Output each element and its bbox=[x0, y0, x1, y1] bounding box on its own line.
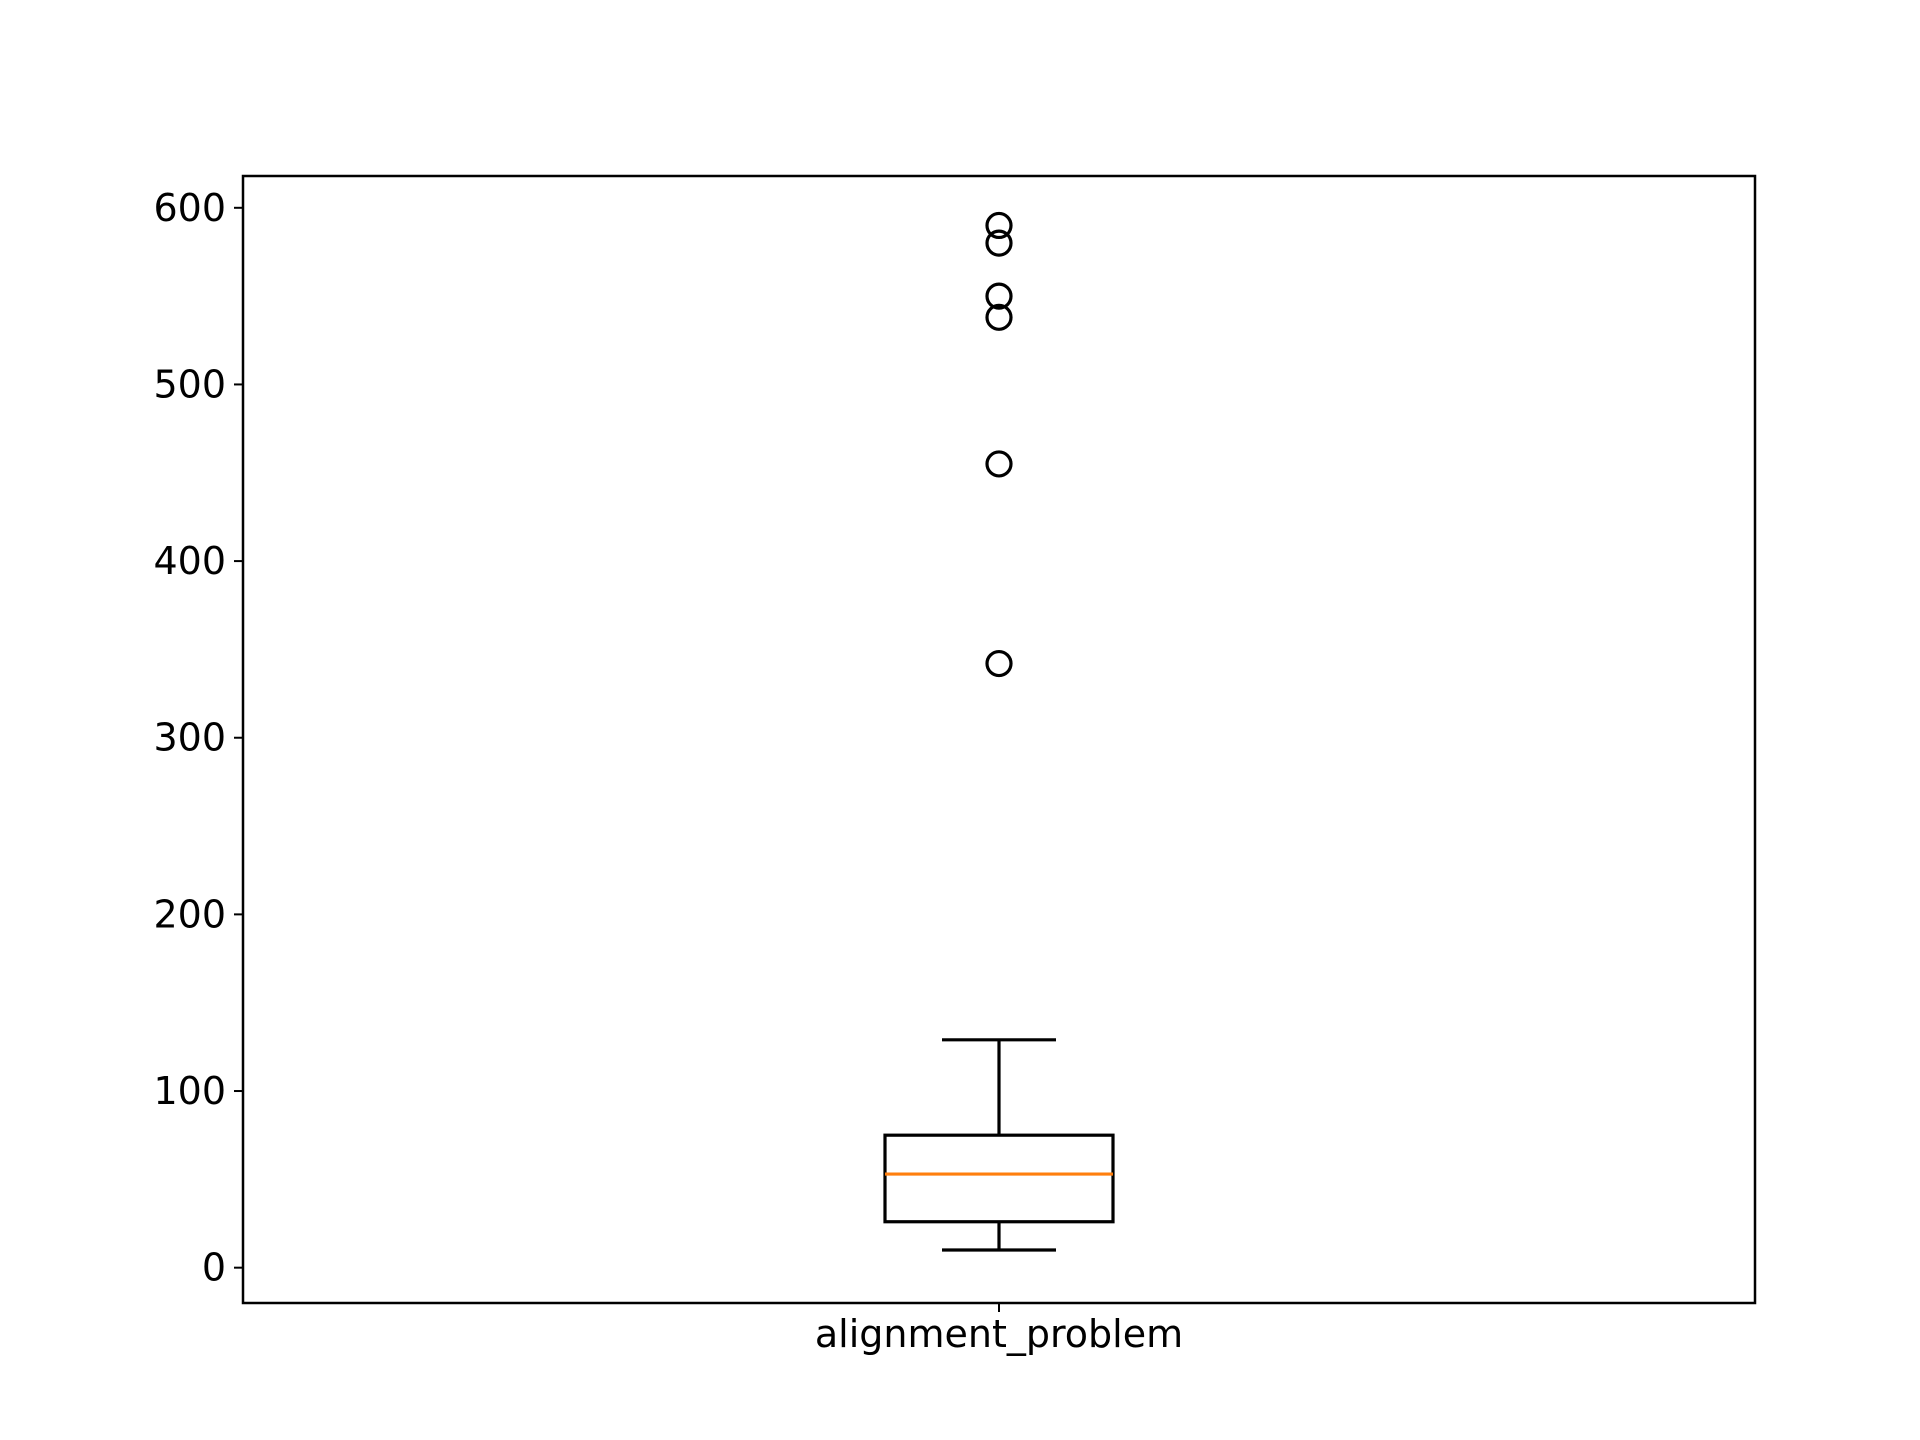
y-tick-label: 100 bbox=[153, 1069, 226, 1113]
x-tick-label: alignment_problem bbox=[815, 1312, 1183, 1356]
y-tick-label: 600 bbox=[153, 186, 226, 230]
outlier-point bbox=[985, 282, 1013, 310]
y-tick-label: 0 bbox=[202, 1246, 226, 1290]
plot-area bbox=[883, 211, 1115, 1252]
outlier-point bbox=[985, 303, 1013, 331]
outlier-point bbox=[985, 450, 1013, 478]
outlier-point bbox=[985, 229, 1013, 257]
outlier-point bbox=[985, 211, 1013, 240]
y-tick-label: 300 bbox=[153, 716, 226, 760]
y-tick-label: 400 bbox=[153, 539, 226, 583]
axes-frame bbox=[241, 174, 1757, 1305]
y-tick-label: 200 bbox=[153, 892, 226, 936]
iqr-box bbox=[883, 1133, 1115, 1224]
outlier-point bbox=[985, 649, 1013, 678]
y-tick-label: 500 bbox=[153, 362, 226, 406]
axes: alignment_problem 0 100 200 300 400 500 600 bbox=[153, 174, 1757, 1356]
